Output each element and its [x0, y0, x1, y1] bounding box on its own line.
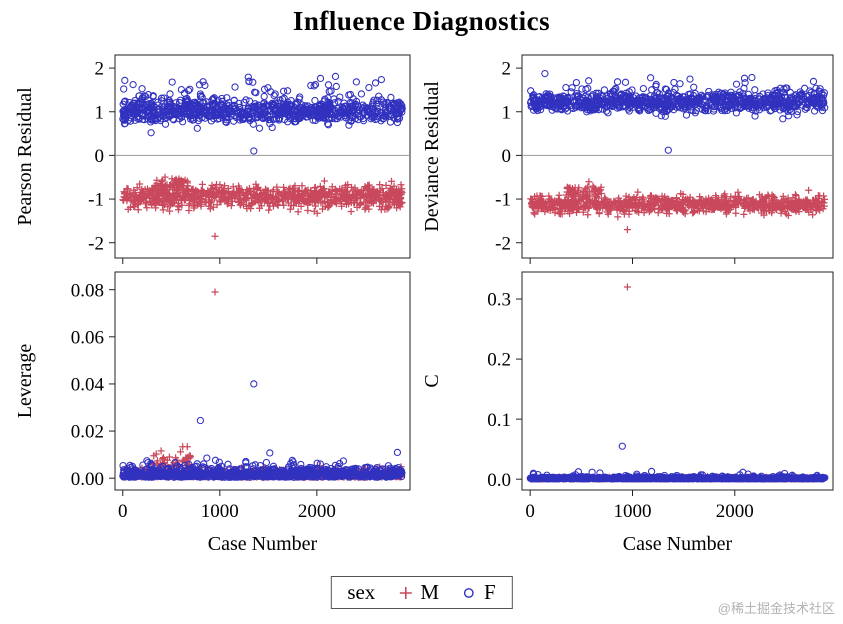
y-tick-label: 0.00 [71, 469, 104, 490]
panel-deviance: -2 -1 0 1 2 Deviance Residual [421, 54, 834, 264]
series-F-points [526, 442, 829, 483]
y-tick-label: 0.06 [71, 327, 104, 348]
circle-marker-icon [464, 587, 474, 598]
series-F-points [526, 70, 829, 154]
series-M-points [119, 173, 406, 240]
y-tick-label: 2 [502, 59, 512, 80]
series-M-points [120, 288, 406, 481]
y-axis-label: Leverage [14, 344, 36, 419]
y-tick-label: -1 [88, 190, 104, 211]
legend-item-f-label: F [484, 580, 496, 604]
y-axis-label: Deviance Residual [421, 81, 443, 232]
panel-c: 0.0 0.1 0.2 0.3 0 1000 2000 C Case Number [421, 271, 834, 555]
y-tick-label: -2 [88, 233, 104, 254]
legend-item-m-label: M [420, 580, 439, 604]
plot-frame [521, 271, 834, 491]
y-tick-label: 0.02 [71, 422, 104, 443]
watermark: @稀土掘金技术社区 [717, 601, 835, 616]
series-F-points [119, 72, 406, 155]
series-F-points [119, 380, 406, 481]
y-tick-label: -2 [495, 233, 511, 254]
y-axis-label: Pearson Residual [14, 87, 36, 226]
panel-leverage: 0.00 0.02 0.04 0.06 0.08 0 1000 2000 Leverage Cas… [14, 271, 411, 555]
legend-item-m: M [397, 580, 439, 605]
y-tick-label: 0.08 [71, 280, 104, 301]
x-tick-label: 0 [118, 501, 128, 522]
y-tick-label: 0.3 [487, 290, 511, 311]
y-tick-label: 0.0 [487, 470, 511, 491]
y-tick-label: 0.2 [487, 350, 511, 371]
legend-title: sex [347, 580, 376, 604]
y-tick-label: 2 [95, 59, 105, 80]
plot-frame [114, 271, 411, 491]
legend: sex M F [330, 576, 513, 609]
plot-frame [114, 54, 411, 259]
y-tick-label: 0.04 [71, 375, 105, 396]
plus-marker-icon [399, 586, 412, 599]
y-tick-label: -1 [495, 190, 511, 211]
x-tick-label: 1000 [613, 501, 651, 522]
chart-title: Influence Diagnostics [292, 6, 551, 36]
x-tick-label: 0 [525, 501, 535, 522]
series-M-points [527, 283, 828, 483]
plot-frame [521, 54, 834, 259]
series-M-points [527, 178, 829, 234]
x-axis-label: Case Number [623, 533, 733, 555]
x-tick-label: 2000 [716, 501, 754, 522]
x-axis-label: Case Number [208, 533, 318, 555]
legend-item-f: F [461, 580, 496, 605]
y-tick-label: 0 [502, 146, 512, 167]
x-tick-label: 2000 [298, 501, 336, 522]
y-tick-label: 0.1 [487, 410, 511, 431]
y-axis-label: C [421, 374, 443, 387]
panel-pearson: -2 -1 0 1 2 Pearson Residual [14, 54, 411, 264]
y-tick-label: 1 [502, 102, 512, 123]
plots-svg: -2 -1 0 1 2 Pearson Residual -2 -1 0 1 2 Deviance R… [14, 54, 834, 555]
y-tick-label: 0 [95, 146, 105, 167]
y-tick-label: 1 [95, 102, 105, 123]
x-tick-label: 1000 [201, 501, 239, 522]
